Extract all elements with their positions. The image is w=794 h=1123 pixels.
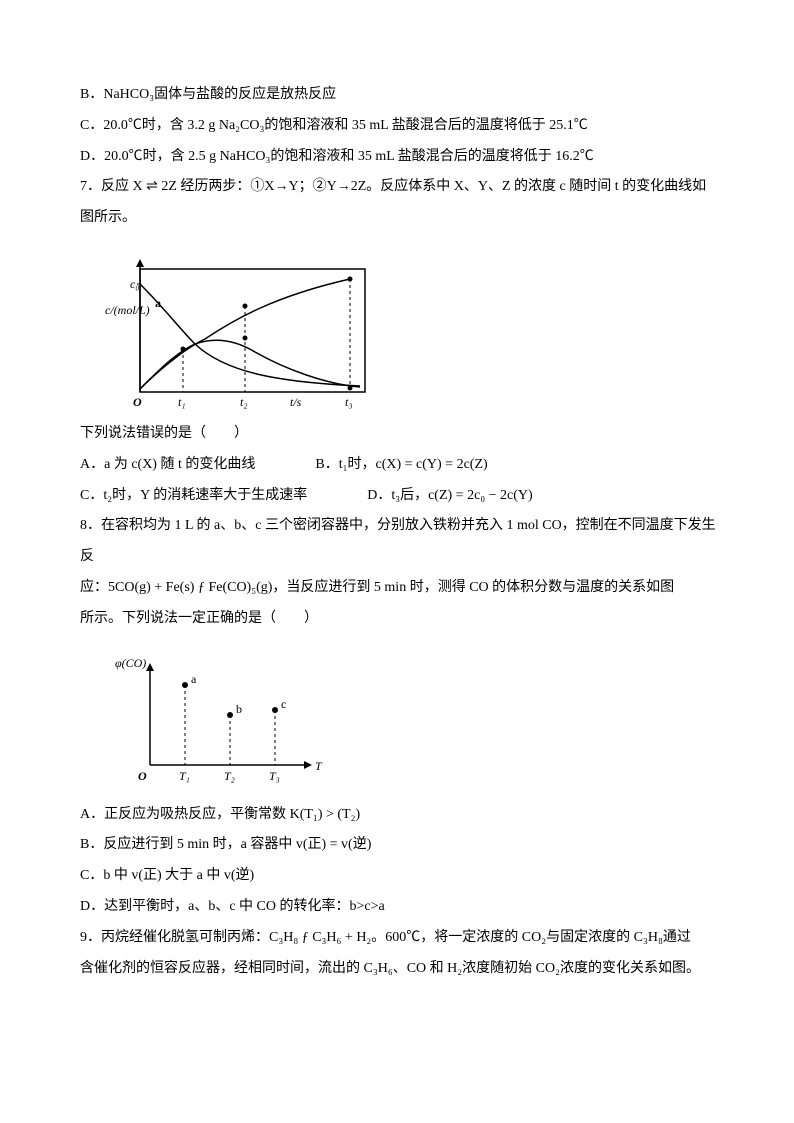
concentration-time-chart: c/(mol/L)c₀aOt₁t₂t₃t/s [95,244,375,414]
q7-prompt: 下列说法错误的是（ ） [80,419,724,450]
q9-text-1: 9．丙烷经催化脱氢可制丙烯：C₃H₈ ƒ C₃H₆ + H₂。600℃，将一定浓… [80,923,724,954]
svg-text:T₂: T₂ [224,769,235,783]
q7-option-b: B．t₁时，c(X) = c(Y) = 2c(Z) [315,450,487,481]
q8-text-2: 应：5CO(g) + Fe(s) ƒ Fe(CO)₅(g)，当反应进行到 5 m… [80,573,724,604]
option-c: C．20.0℃时，含 3.2 g Na₂CO₃的饱和溶液和 35 mL 盐酸混合… [80,111,724,142]
q7-text-1: 7．反应 X ⇌ 2Z 经历两步：①X→Y；②Y→2Z。反应体系中 X、Y、Z … [80,172,724,203]
svg-text:t₁: t₁ [178,395,186,409]
q8-option-b: B．反应进行到 5 min 时，a 容器中 v(正) = v(逆) [80,830,724,861]
svg-text:a: a [155,296,161,310]
q8-option-c: C．b 中 v(正) 大于 a 中 v(逆) [80,861,724,892]
q8-option-d: D．达到平衡时，a、b、c 中 CO 的转化率：b>c>a [80,892,724,923]
q8-text-3: 所示。下列说法一定正确的是（ ） [80,604,724,635]
svg-text:T: T [315,759,323,773]
svg-text:T₃: T₃ [269,769,280,783]
option-d: D．20.0℃时，含 2.5 g NaHCO₃的饱和溶液和 35 mL 盐酸混合… [80,142,724,173]
q8-chart: a b c T₁ T₂ T₃ φ(CO) O T [95,645,724,795]
svg-text:t₂: t₂ [240,395,248,409]
svg-text:O: O [133,395,142,409]
svg-text:O: O [138,769,147,783]
q8-text-1: 8．在容积均为 1 L 的 a、b、c 三个密闭容器中，分别放入铁粉并充入 1 … [80,511,724,573]
svg-text:t₃: t₃ [345,395,353,409]
q9-text-2: 含催化剂的恒容反应器，经相同时间，流出的 C₃H₆、CO 和 H₂浓度随初始 C… [80,954,724,985]
q7-option-a: A．a 为 c(X) 随 t 的变化曲线 [80,450,255,481]
q7-text-2: 图所示。 [80,203,724,234]
q7-chart: c/(mol/L)c₀aOt₁t₂t₃t/s [95,244,724,414]
svg-text:c/(mol/L): c/(mol/L) [105,303,150,317]
svg-text:φ(CO): φ(CO) [115,656,146,670]
svg-text:T₁: T₁ [179,769,190,783]
q8-option-a: A．正反应为吸热反应，平衡常数 K(T₁) > (T₂) [80,800,724,831]
svg-text:t/s: t/s [290,395,302,409]
svg-text:b: b [236,702,242,716]
svg-text:c: c [281,697,286,711]
svg-text:a: a [191,672,197,686]
q7-option-c: C．t₂时，Y 的消耗速率大于生成速率 [80,481,307,512]
option-b: B．NaHCO₃固体与盐酸的反应是放热反应 [80,80,724,111]
phi-temperature-chart: a b c T₁ T₂ T₃ φ(CO) O T [95,645,335,795]
q7-option-d: D．t₃后，c(Z) = 2c₀ − 2c(Y) [367,481,533,512]
